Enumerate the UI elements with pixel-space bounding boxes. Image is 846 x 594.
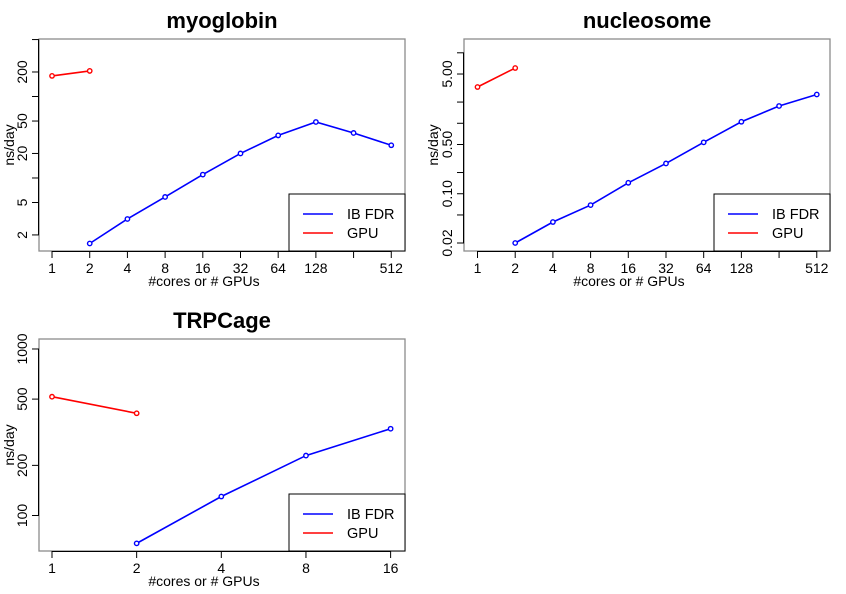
x-tick-label: 8	[587, 260, 595, 276]
x-tick-label: 128	[304, 260, 328, 276]
legend: IB FDR GPU	[288, 193, 406, 252]
data-point	[512, 65, 519, 71]
y-tick-label: 0.10	[439, 180, 455, 207]
x-tick-label: 64	[270, 260, 286, 276]
data-point	[199, 171, 206, 178]
y-tick-label: 20	[14, 145, 30, 161]
legend-box	[288, 493, 406, 552]
series-line-gpu	[477, 67, 516, 88]
series-line-gpu	[51, 395, 137, 415]
x-tick-label: 64	[696, 260, 712, 276]
data-point	[49, 73, 55, 79]
data-point	[700, 139, 707, 146]
data-point	[776, 103, 782, 109]
legend-label-gpu: GPU	[347, 526, 378, 542]
x-tick-label: 2	[86, 260, 94, 276]
y-tick-label: 2	[14, 231, 30, 239]
legend-label-gpu: GPU	[347, 226, 378, 242]
chart-title: nucleosome	[583, 8, 711, 33]
data-point	[387, 425, 394, 432]
x-tick-label: 2	[133, 560, 141, 576]
y-tick-label: 50	[14, 113, 30, 129]
y-axis-label: ns/day	[425, 124, 441, 165]
panel-myoglobin: myoglobin 2 5 20 50 200 1 2 4 8 16 32 64 128 512 #cores…	[1, 8, 406, 289]
y-tick-label: 5.00	[439, 60, 455, 87]
data-point	[237, 150, 244, 157]
data-point	[813, 91, 820, 98]
data-point	[86, 68, 93, 74]
data-point	[86, 240, 93, 247]
panel-nucleosome: nucleosome 0.02 0.10 0.50 5.00 1 2 4 8 16 32 64 128 5…	[425, 8, 831, 289]
data-point	[162, 194, 169, 200]
legend: IB FDR GPU	[288, 493, 406, 552]
x-tick-label: 4	[124, 260, 132, 276]
x-tick-label: 8	[161, 260, 169, 276]
data-point	[303, 452, 309, 459]
data-point	[512, 240, 519, 246]
data-point	[587, 202, 594, 209]
legend: IB FDR GPU	[713, 193, 831, 252]
series-line-gpu	[51, 70, 90, 77]
x-axis-label: #cores or # GPUs	[573, 273, 684, 289]
y-tick-label: 500	[14, 387, 30, 411]
data-point	[218, 493, 225, 500]
x-tick-label: 1	[48, 260, 56, 276]
data-point	[350, 130, 357, 136]
series-gpu	[49, 393, 140, 417]
x-tick-label: 32	[658, 260, 674, 276]
x-tick-label: 1	[48, 560, 56, 576]
data-point	[275, 132, 282, 139]
data-point	[625, 179, 632, 186]
data-point	[133, 540, 140, 547]
legend-label-ib-fdr: IB FDR	[772, 207, 820, 223]
x-axis-label: #cores or # GPUs	[148, 273, 259, 289]
series-gpu	[49, 68, 93, 79]
series-ib-fdr	[133, 425, 394, 547]
series-gpu	[474, 65, 519, 90]
legend-box	[288, 193, 406, 252]
y-tick-label: 0.02	[439, 229, 455, 256]
x-tick-label: 128	[730, 260, 754, 276]
x-tick-label: 16	[383, 560, 399, 576]
chart-title: TRPCage	[173, 308, 271, 333]
x-tick-label: 4	[549, 260, 557, 276]
data-point	[312, 119, 319, 125]
x-tick-label: 16	[621, 260, 637, 276]
x-tick-label: 512	[805, 260, 829, 276]
series-ib-fdr	[512, 91, 820, 246]
x-tick-label: 1	[474, 260, 482, 276]
x-tick-label: 512	[380, 260, 404, 276]
legend-box	[713, 193, 831, 252]
legend-label-ib-fdr: IB FDR	[347, 507, 395, 523]
x-tick-label: 32	[233, 260, 249, 276]
data-point	[738, 118, 745, 125]
data-point	[663, 160, 669, 167]
data-point	[133, 410, 140, 417]
y-axis-label: ns/day	[1, 424, 17, 465]
series-line-ib-fdr	[136, 427, 391, 545]
y-tick-label: 200	[14, 60, 30, 84]
x-tick-label: 16	[195, 260, 211, 276]
y-axis-label: ns/day	[1, 124, 17, 165]
y-tick-label: 1000	[14, 333, 30, 364]
y-tick-label: 100	[14, 504, 30, 528]
series-ib-fdr	[86, 119, 395, 247]
y-tick-label: 200	[14, 453, 30, 477]
x-tick-label: 8	[302, 560, 310, 576]
chart-title: myoglobin	[166, 8, 277, 33]
x-tick-label: 4	[217, 560, 225, 576]
x-tick-label: 2	[511, 260, 519, 276]
data-point	[550, 219, 556, 225]
data-point	[49, 393, 55, 400]
y-tick-label: 5	[14, 198, 30, 206]
panel-trpcage: TRPCage 100 200 500 1000 1 2 4 8 16 #cores or # GP…	[1, 308, 406, 589]
legend-label-gpu: GPU	[772, 226, 803, 242]
legend-label-ib-fdr: IB FDR	[347, 207, 395, 223]
y-tick-label: 0.50	[439, 131, 455, 158]
data-point	[474, 84, 481, 90]
data-point	[388, 142, 395, 149]
data-point	[124, 216, 131, 222]
x-axis-label: #cores or # GPUs	[148, 573, 259, 589]
